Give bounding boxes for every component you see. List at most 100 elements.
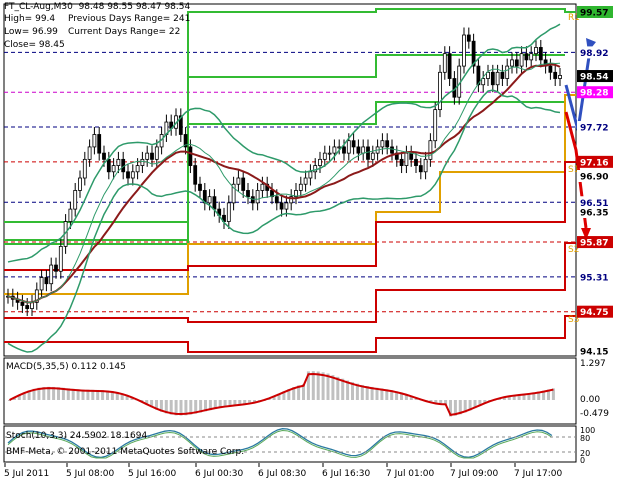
- candle-body: [284, 202, 289, 210]
- candle: [366, 139, 370, 167]
- candle: [246, 182, 250, 205]
- candle-body: [183, 134, 188, 148]
- macd-bar: [115, 392, 119, 400]
- candle: [481, 71, 486, 93]
- candle: [49, 257, 54, 292]
- macd-bar: [243, 400, 247, 405]
- macd-bar: [96, 389, 100, 400]
- candle: [44, 270, 49, 292]
- macd-bar: [213, 400, 217, 410]
- macd-bar: [346, 380, 350, 400]
- macd-bar: [81, 389, 85, 400]
- candle: [260, 176, 265, 198]
- candle-body: [126, 171, 130, 179]
- price-label-text: 98.92: [580, 49, 608, 59]
- macd-bar: [277, 393, 281, 400]
- candle-body: [236, 177, 241, 185]
- macd-bar: [311, 371, 315, 400]
- candle: [222, 207, 226, 229]
- low-value: Low= 96.99: [4, 27, 58, 37]
- candle-body: [404, 152, 409, 166]
- candle-body: [178, 115, 183, 135]
- candle-body: [20, 301, 25, 306]
- macd-bar: [551, 388, 555, 400]
- macd-histogram: [8, 371, 555, 417]
- macd-bar: [537, 391, 541, 400]
- macd-bar: [527, 393, 531, 400]
- candle: [442, 46, 447, 80]
- macd-bar: [365, 386, 369, 400]
- candle-body: [346, 140, 351, 154]
- macd-bar: [238, 400, 242, 406]
- candle-body: [380, 140, 385, 148]
- candle: [145, 145, 150, 167]
- resistance-line-r2: [4, 54, 565, 241]
- candle: [370, 145, 375, 167]
- candle: [390, 139, 394, 161]
- macd-bar: [253, 400, 256, 403]
- macd-bar: [164, 400, 168, 414]
- macd-bar: [272, 395, 276, 400]
- macd-bar: [483, 400, 487, 404]
- candle: [217, 201, 222, 223]
- candle-body: [418, 165, 423, 173]
- candle: [433, 102, 438, 149]
- candle: [447, 46, 452, 86]
- price-label-9854: 98.54: [577, 70, 613, 83]
- candle-body: [399, 158, 404, 166]
- candle: [87, 139, 92, 167]
- candle-body: [505, 65, 510, 79]
- macd-bar: [404, 394, 408, 400]
- macd-bar: [517, 394, 521, 400]
- macd-bar: [248, 400, 252, 404]
- candle: [54, 257, 58, 279]
- candle: [428, 133, 433, 167]
- candle-body: [558, 75, 562, 79]
- price-label-9415: 94.15: [577, 345, 613, 358]
- macd-bar: [52, 386, 56, 400]
- price-label-9475: 94.75: [577, 305, 613, 318]
- macd-bar: [512, 395, 516, 400]
- candle-body: [226, 202, 231, 222]
- support-line-s1: [4, 161, 576, 271]
- candle-body: [44, 277, 49, 285]
- candle-body: [270, 190, 274, 198]
- macd-bar: [507, 395, 511, 400]
- candle: [250, 189, 255, 211]
- candle: [82, 151, 87, 186]
- candle-body: [476, 65, 481, 86]
- candle: [327, 145, 332, 161]
- macd-bar: [380, 388, 384, 400]
- macd-bar: [355, 383, 359, 400]
- candle-body: [150, 152, 154, 160]
- candle-body: [246, 190, 250, 198]
- candle-body: [106, 158, 111, 173]
- resistance-line-r1: [4, 101, 565, 245]
- macd-bar: [17, 394, 21, 400]
- candle: [418, 158, 423, 180]
- macd-bar: [125, 395, 129, 400]
- candle: [313, 158, 318, 180]
- bollinger-middle-band: [7, 62, 561, 303]
- candle-body: [140, 158, 145, 166]
- level-tag-s2: S2: [568, 245, 579, 255]
- candle-body: [58, 246, 63, 272]
- candle-body: [145, 152, 150, 160]
- level-tag-r1: R1: [568, 13, 580, 23]
- candle: [476, 58, 481, 93]
- macd-bar: [86, 389, 90, 400]
- level-tag-s1: S1: [568, 165, 579, 175]
- candle: [178, 108, 183, 142]
- candle: [471, 33, 476, 74]
- time-label-5: 6 Jul 16:30: [322, 469, 371, 479]
- candle-body: [370, 152, 375, 160]
- candle: [97, 127, 102, 161]
- candle-body: [534, 47, 538, 55]
- candles-group: [6, 27, 562, 317]
- time-label-4: 6 Jul 08:30: [258, 469, 307, 479]
- macd-bar: [434, 400, 438, 404]
- stoch-scale-0: 100: [580, 426, 595, 435]
- price-label-box: [577, 6, 613, 18]
